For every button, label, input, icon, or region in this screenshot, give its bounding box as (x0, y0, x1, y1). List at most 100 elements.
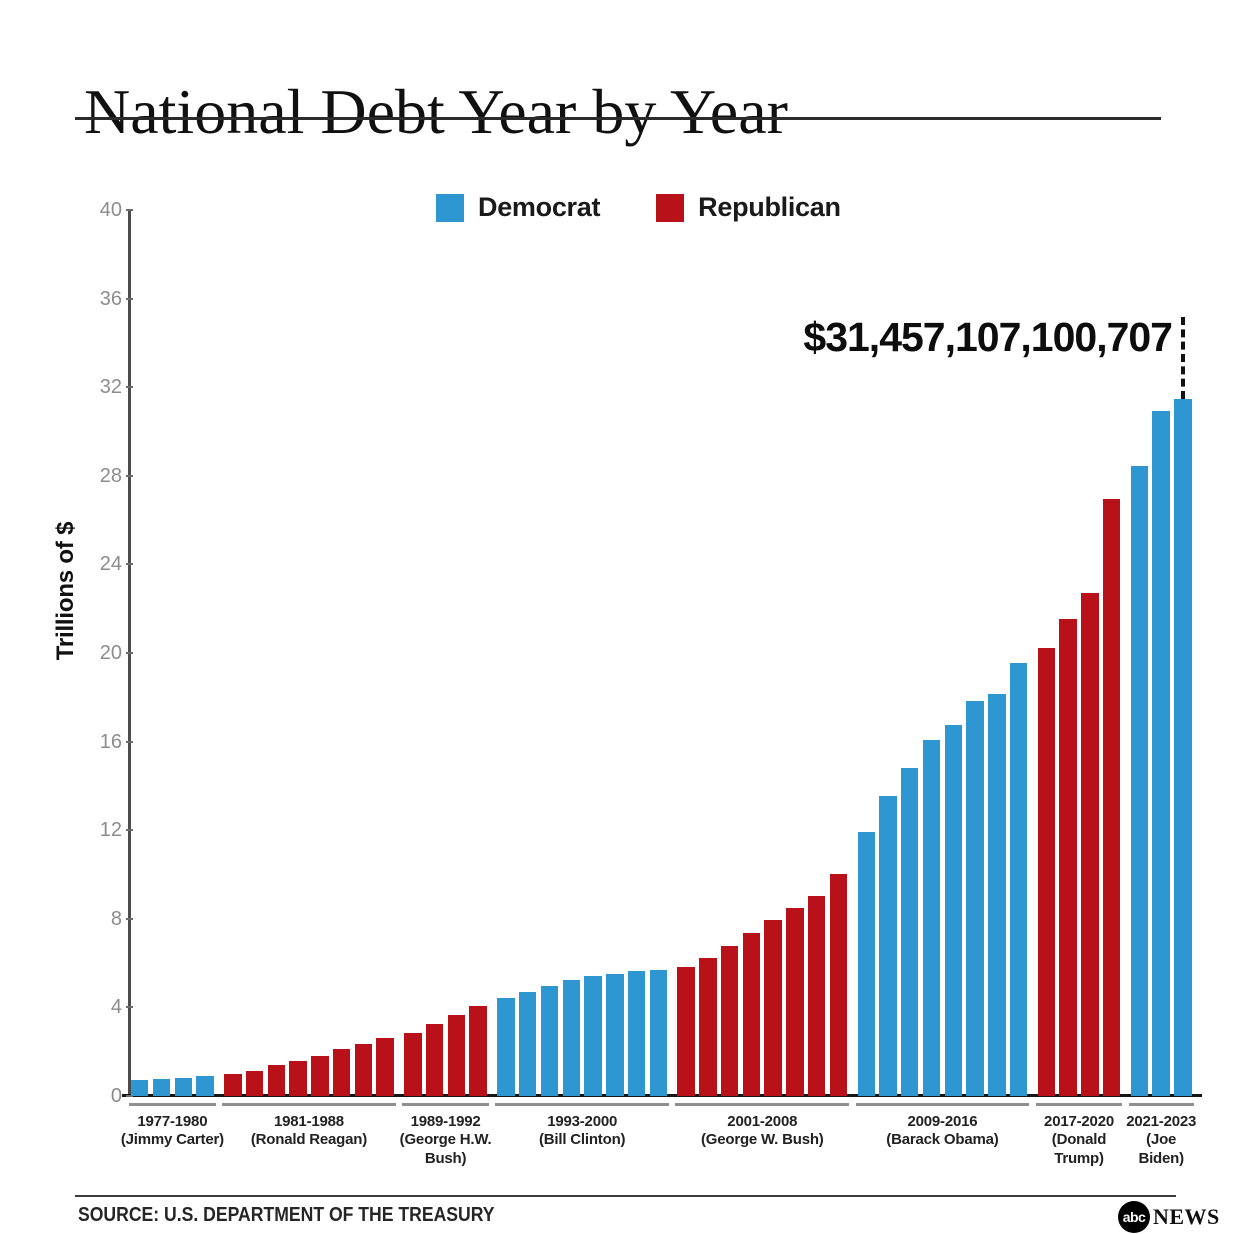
group-label-line: 2001-2008 (727, 1113, 798, 1130)
group-label: 2017-2020 (Donald Trump) (1044, 1113, 1114, 1168)
bar (497, 998, 515, 1096)
group-label-line: (Bill Clinton) (538, 1131, 626, 1149)
group-label-line: (Donald (1051, 1131, 1107, 1149)
bar (922, 740, 941, 1096)
group-axis-line (1128, 1103, 1194, 1106)
bar (519, 992, 537, 1096)
y-tick-mark (126, 563, 133, 566)
y-tick-mark (126, 1095, 133, 1097)
y-tick-mark (126, 740, 133, 743)
source-attribution: SOURCE: U.S. DEPARTMENT OF THE TREASURY (78, 1204, 495, 1226)
group-label-line: (George H.W. (399, 1131, 492, 1149)
group-label-line: 1981-1988 (274, 1113, 344, 1130)
bar (944, 725, 963, 1096)
bar (1152, 410, 1170, 1096)
group-axis-line (495, 1103, 670, 1106)
bar (404, 1032, 422, 1096)
bar (829, 874, 848, 1096)
group-label-line: Trump) (1054, 1149, 1104, 1167)
group-axis-line (129, 1103, 216, 1106)
group-label: 1993-2000 (Bill Clinton) (538, 1113, 626, 1150)
bar (1059, 619, 1077, 1096)
y-tick-label: 36 (99, 287, 122, 310)
bar (786, 907, 804, 1096)
group-label: 1977-1980 (Jimmy Carter) (121, 1113, 224, 1150)
group-label-line: 1993-2000 (547, 1113, 618, 1130)
y-tick-label: 4 (110, 996, 122, 1019)
y-tick-mark (126, 209, 133, 211)
bar (649, 970, 668, 1096)
group-label-line: (George W. Bush) (700, 1131, 824, 1149)
y-tick-mark (126, 829, 133, 832)
y-tick-label: 0 (110, 1085, 122, 1107)
bar (196, 1075, 214, 1096)
bar (152, 1078, 171, 1096)
legend-label: Democrat (478, 192, 601, 222)
group-label-line: (Joe (1146, 1131, 1177, 1149)
y-tick-mark (126, 917, 133, 920)
group-label-line: (Barack Obama) (886, 1131, 999, 1149)
bar (376, 1038, 394, 1096)
bar (742, 932, 761, 1096)
group-label-line: (Ronald Reagan) (250, 1131, 368, 1149)
bar (699, 958, 717, 1096)
bar (1037, 647, 1056, 1096)
y-tick-label: 8 (110, 907, 122, 930)
bar (764, 920, 782, 1096)
bar (584, 976, 602, 1096)
group-label-line: (Jimmy Carter) (120, 1131, 224, 1149)
title-divider (75, 117, 1161, 120)
bar (131, 1080, 149, 1096)
bar (447, 1014, 466, 1096)
page-title: National Debt Year by Year (84, 75, 788, 147)
group-axis-line (222, 1103, 396, 1106)
bar (311, 1055, 329, 1096)
democrat-swatch-icon (436, 193, 464, 222)
bar (627, 970, 646, 1096)
group-label: 2009-2016 (Barack Obama) (886, 1113, 998, 1150)
news-wordmark: NEWS (1153, 1204, 1220, 1229)
group-label: 2001-2008 (George W. Bush) (701, 1113, 824, 1150)
bar (901, 768, 919, 1096)
bar (540, 985, 559, 1096)
bar (425, 1024, 444, 1096)
bar (245, 1070, 264, 1096)
bar (332, 1048, 351, 1096)
annotation-leader-line (1181, 317, 1185, 400)
group-label-line: Biden) (1138, 1149, 1184, 1167)
group-label: 1989-1992 (George H.W. Bush) (400, 1113, 492, 1168)
bar (224, 1073, 242, 1096)
bar (469, 1006, 487, 1096)
group-axis-line (1035, 1103, 1123, 1106)
bar (354, 1043, 373, 1096)
group-label-line: 2017-2020 (1044, 1113, 1114, 1130)
y-tick-label: 32 (99, 376, 122, 399)
group-axis-line (675, 1103, 850, 1106)
chart-legend: Democrat Republican (436, 192, 841, 223)
y-axis-title: Trillions of $ (52, 521, 79, 661)
legend-item-republican: Republican (656, 192, 841, 223)
debt-total-annotation: $31,457,107,100,707 (803, 314, 1173, 360)
bar (1102, 499, 1121, 1096)
group-label-line: 1989-1992 (410, 1113, 481, 1130)
legend-item-democrat: Democrat (436, 192, 600, 223)
bar (1081, 592, 1099, 1096)
y-tick-mark (126, 1006, 133, 1009)
y-tick-label: 16 (99, 730, 122, 753)
y-tick-label: 40 (99, 199, 122, 221)
bar (1130, 466, 1149, 1096)
bar (879, 795, 897, 1096)
y-tick-label: 24 (99, 553, 122, 576)
bar (267, 1065, 286, 1096)
group-label-line: 2009-2016 (907, 1113, 978, 1130)
bar (289, 1061, 307, 1096)
bar (966, 701, 984, 1096)
y-tick-mark (126, 652, 133, 654)
republican-swatch-icon (656, 193, 685, 222)
bar (857, 832, 875, 1096)
bar (1174, 399, 1192, 1096)
bar (988, 693, 1006, 1096)
y-tick-mark (126, 297, 133, 300)
group-label-line: Bush) (424, 1149, 467, 1167)
group-label: 2021-2023 (Joe Biden) (1126, 1113, 1196, 1168)
